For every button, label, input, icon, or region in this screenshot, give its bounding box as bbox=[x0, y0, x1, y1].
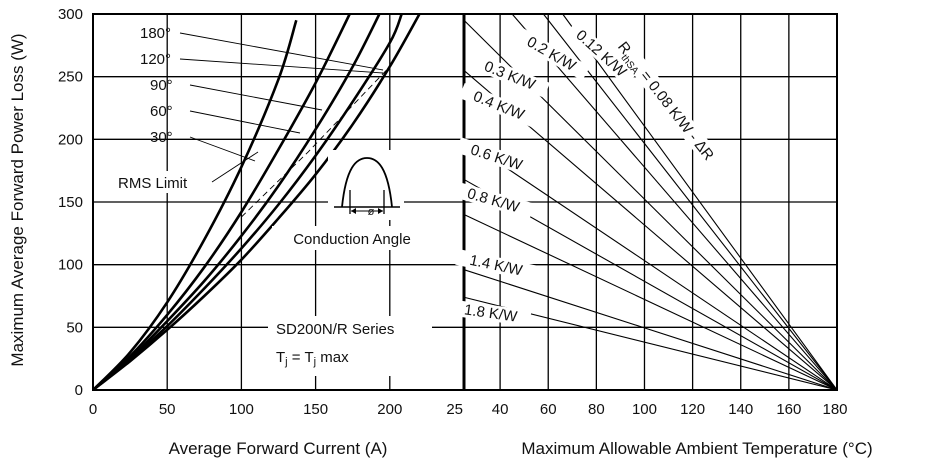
rthsa-line-1 bbox=[542, 13, 838, 391]
icon-halfwave bbox=[341, 157, 393, 208]
right-x-tick-label-120: 120 bbox=[680, 401, 705, 418]
angle-leader-1 bbox=[179, 58, 384, 74]
condition-part-4: max bbox=[316, 349, 349, 366]
right-x-tick-label-60: 60 bbox=[540, 401, 557, 418]
series-label: SD200N/R Series bbox=[276, 321, 394, 338]
curve-180deg bbox=[92, 13, 421, 392]
rline-label-bg-5 bbox=[452, 181, 535, 219]
y-tick-label-0: 0 bbox=[75, 382, 83, 399]
rthsa-line-2 bbox=[511, 13, 838, 391]
y-tick-label-300: 300 bbox=[58, 6, 83, 23]
rline-label-bg-7 bbox=[449, 299, 532, 327]
rline-label-bg-3 bbox=[458, 82, 539, 128]
angle-label-0: 180° bbox=[140, 25, 171, 42]
axis-ticks: 0 50 100 150 200 250 300 0 50 100 150 200 25 40 60 80 10… bbox=[58, 6, 848, 418]
angle-label-3: 60° bbox=[150, 103, 173, 120]
left-x-tick-label-50: 50 bbox=[159, 401, 176, 418]
conduction-label-bg bbox=[272, 226, 432, 250]
curve-60deg bbox=[92, 13, 351, 391]
curve-90deg bbox=[92, 13, 381, 391]
chart-annotations: 180° 120° 90° 60° 30° RMS Limit ø Conduction An… bbox=[112, 20, 729, 376]
condition-part-1: j bbox=[284, 356, 287, 368]
right-x-tick-label-140: 140 bbox=[728, 401, 753, 418]
rthsa-line-8 bbox=[463, 269, 838, 391]
condition-part-2: = T bbox=[288, 349, 314, 366]
conduction-angle-icon: ø bbox=[328, 150, 404, 220]
rms-label-bg bbox=[112, 171, 212, 193]
series-label-bg bbox=[268, 316, 432, 376]
power-loss-curves bbox=[92, 13, 421, 392]
right-x-tick-label-100: 100 bbox=[632, 401, 657, 418]
y-axis-title: Maximum Average Forward Power Loss (W) bbox=[8, 33, 27, 366]
right-x-tick-label-180: 180 bbox=[822, 401, 847, 418]
y-tick-label-150: 150 bbox=[58, 194, 83, 211]
left-x-tick-label-0: 0 bbox=[89, 401, 97, 418]
condition-part-3: j bbox=[313, 356, 316, 368]
rms-limit-label: RMS Limit bbox=[118, 175, 188, 192]
rline-label-bg-0 bbox=[566, 20, 637, 86]
left-x-tick-label-150: 150 bbox=[303, 401, 328, 418]
curve-30deg bbox=[92, 19, 298, 391]
y-tick-label-100: 100 bbox=[58, 257, 83, 274]
angle-leader-3 bbox=[189, 110, 301, 134]
right-x-tick-label-160: 160 bbox=[776, 401, 801, 418]
rline-label-6: 1.4 K/W bbox=[468, 252, 525, 280]
phi-symbol: ø bbox=[368, 206, 375, 218]
rthsa-label-bg bbox=[603, 24, 729, 178]
right-x-tick-label-40: 40 bbox=[492, 401, 509, 418]
rline-label-bg-4 bbox=[456, 137, 538, 178]
left-x-tick-label-200: 200 bbox=[377, 401, 402, 418]
rthsa-rest: = 0.08 K/W - ΔR bbox=[634, 64, 717, 164]
rline-label-3: 0.4 K/W bbox=[471, 88, 528, 124]
icon-arrow-left bbox=[351, 208, 356, 214]
angle-leader-0 bbox=[179, 32, 384, 71]
rthsa-line-7 bbox=[463, 214, 838, 391]
angle-label-4: 30° bbox=[150, 129, 173, 146]
rline-label-bg-1 bbox=[512, 26, 591, 81]
condition-part-0: T bbox=[276, 349, 285, 366]
left-x-axis-title: Average Forward Current (A) bbox=[169, 439, 388, 458]
angle-leader-2 bbox=[189, 84, 323, 111]
right-x-tick-label-80: 80 bbox=[588, 401, 605, 418]
rms-leader bbox=[211, 151, 259, 183]
angle-label-2: 90° bbox=[150, 77, 173, 94]
rms-limit-line bbox=[241, 66, 391, 218]
angle-leader-4 bbox=[189, 136, 256, 162]
curve-120deg bbox=[92, 13, 403, 392]
rline-label-5: 0.8 K/W bbox=[465, 185, 522, 216]
icon-bg bbox=[328, 150, 404, 220]
right-x-axis-title: Maximum Allowable Ambient Temperature (°… bbox=[521, 439, 872, 458]
rthsa-line-5 bbox=[463, 138, 838, 391]
condition-label: Tj = Tj max bbox=[276, 349, 349, 368]
rline-label-1: 0.2 K/W bbox=[524, 33, 579, 75]
rthsa-line-0 bbox=[562, 13, 838, 391]
rline-label-7: 1.8 K/W bbox=[463, 301, 519, 325]
icon-arrow-right bbox=[378, 208, 383, 214]
y-tick-label-200: 200 bbox=[58, 131, 83, 148]
y-tick-label-250: 250 bbox=[58, 69, 83, 86]
angle-label-1: 120° bbox=[140, 51, 171, 68]
left-x-tick-label-100: 100 bbox=[229, 401, 254, 418]
rline-label-bg-2 bbox=[469, 52, 550, 98]
rline-label-bg-6 bbox=[455, 248, 537, 282]
rline-label-2: 0.3 K/W bbox=[482, 58, 539, 94]
conduction-angle-label: Conduction Angle bbox=[293, 231, 411, 248]
rline-label-4: 0.6 K/W bbox=[468, 141, 525, 174]
y-tick-label-50: 50 bbox=[66, 319, 83, 336]
right-x-tick-label-25: 25 bbox=[446, 401, 463, 418]
